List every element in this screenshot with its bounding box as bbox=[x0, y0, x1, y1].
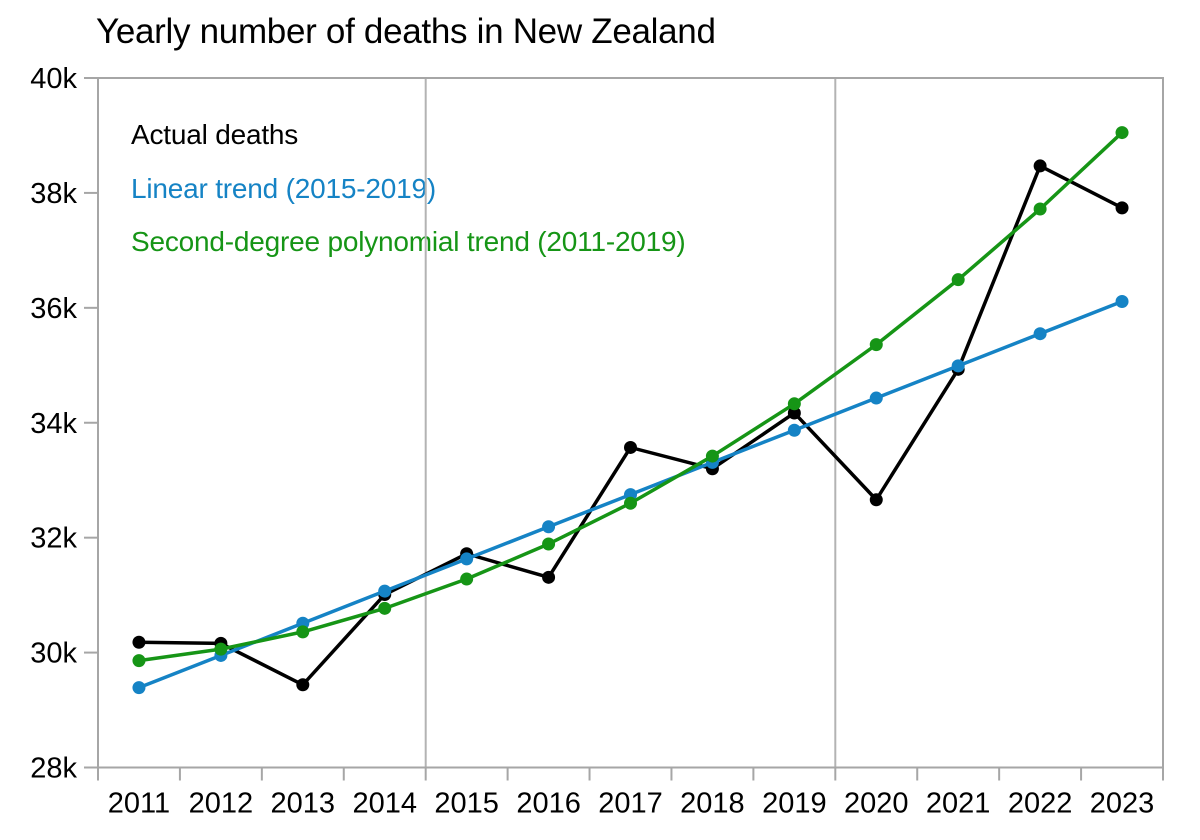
data-point-linear-trend-2015-2019-2020 bbox=[869, 391, 883, 405]
plot-border bbox=[97, 77, 1164, 769]
data-point-linear-trend-2015-2019-2022 bbox=[1033, 327, 1047, 341]
y-tick-label: 40k bbox=[30, 63, 77, 95]
y-tick-label: 32k bbox=[30, 523, 77, 555]
data-point-second-degree-polynomial-trend-2011-2019-2013 bbox=[296, 625, 310, 639]
data-point-second-degree-polynomial-trend-2011-2019-2017 bbox=[624, 496, 637, 510]
x-tick-label: 2012 bbox=[189, 788, 254, 820]
data-point-actual-deaths-2023 bbox=[1115, 201, 1129, 215]
data-point-second-degree-polynomial-trend-2011-2019-2019 bbox=[787, 397, 801, 411]
x-tick-label: 2021 bbox=[926, 788, 991, 820]
x-tick-label: 2023 bbox=[1090, 788, 1155, 820]
y-tick-label: 28k bbox=[30, 753, 77, 785]
x-tick-label: 2014 bbox=[352, 788, 417, 820]
data-point-second-degree-polynomial-trend-2011-2019-2011 bbox=[132, 654, 146, 668]
x-tick-label: 2013 bbox=[271, 788, 336, 820]
data-point-second-degree-polynomial-trend-2011-2019-2014 bbox=[378, 601, 392, 615]
x-tick-label: 2018 bbox=[680, 788, 745, 820]
data-point-second-degree-polynomial-trend-2011-2019-2022 bbox=[1033, 202, 1047, 216]
data-point-linear-trend-2015-2019-2015 bbox=[460, 552, 474, 566]
data-point-second-degree-polynomial-trend-2011-2019-2020 bbox=[869, 338, 883, 352]
data-point-actual-deaths-2017 bbox=[624, 440, 637, 454]
x-tick-label: 2022 bbox=[1008, 788, 1073, 820]
data-point-second-degree-polynomial-trend-2011-2019-2018 bbox=[705, 449, 719, 463]
data-point-actual-deaths-2019 bbox=[787, 406, 801, 420]
y-tick-label: 38k bbox=[30, 178, 77, 210]
data-point-linear-trend-2015-2019-2014 bbox=[378, 584, 392, 598]
data-point-actual-deaths-2011 bbox=[132, 635, 146, 649]
y-tick-label: 36k bbox=[30, 293, 77, 325]
data-point-actual-deaths-2013 bbox=[296, 678, 310, 692]
data-point-second-degree-polynomial-trend-2011-2019-2023 bbox=[1115, 126, 1129, 140]
x-tick-label: 2017 bbox=[598, 788, 663, 820]
data-point-linear-trend-2015-2019-2023 bbox=[1115, 295, 1129, 309]
data-point-linear-trend-2015-2019-2021 bbox=[951, 359, 965, 373]
data-point-linear-trend-2015-2019-2019 bbox=[787, 423, 801, 437]
data-point-actual-deaths-2020 bbox=[869, 493, 883, 507]
y-tick-label: 34k bbox=[30, 408, 77, 440]
series-line-actual-deaths bbox=[137, 164, 1124, 687]
data-point-linear-trend-2015-2019-2011 bbox=[132, 681, 146, 695]
data-point-second-degree-polynomial-trend-2011-2019-2012 bbox=[214, 642, 228, 656]
data-point-second-degree-polynomial-trend-2011-2019-2016 bbox=[542, 537, 556, 551]
legend-item-polynomial-trend: Second-degree polynomial trend (2011-201… bbox=[131, 226, 686, 257]
y-tick-label: 30k bbox=[30, 638, 77, 670]
legend-item-linear-trend: Linear trend (2015-2019) bbox=[131, 173, 436, 204]
x-tick-label: 2019 bbox=[762, 788, 827, 820]
data-point-actual-deaths-2016 bbox=[542, 570, 556, 584]
chart-title: Yearly number of deaths in New Zealand bbox=[96, 12, 716, 51]
data-point-second-degree-polynomial-trend-2011-2019-2021 bbox=[951, 273, 965, 287]
data-point-linear-trend-2015-2019-2016 bbox=[542, 520, 556, 534]
data-point-second-degree-polynomial-trend-2011-2019-2015 bbox=[460, 572, 474, 586]
legend-item-actual-deaths: Actual deaths bbox=[131, 119, 299, 150]
data-point-actual-deaths-2022 bbox=[1033, 159, 1047, 173]
x-tick-label: 2020 bbox=[844, 788, 909, 820]
x-tick-label: 2016 bbox=[516, 788, 581, 820]
x-tick-label: 2011 bbox=[108, 788, 170, 820]
series-line-second-degree-polynomial-trend-2011-2019 bbox=[137, 130, 1124, 663]
x-tick-label: 2015 bbox=[434, 788, 499, 820]
